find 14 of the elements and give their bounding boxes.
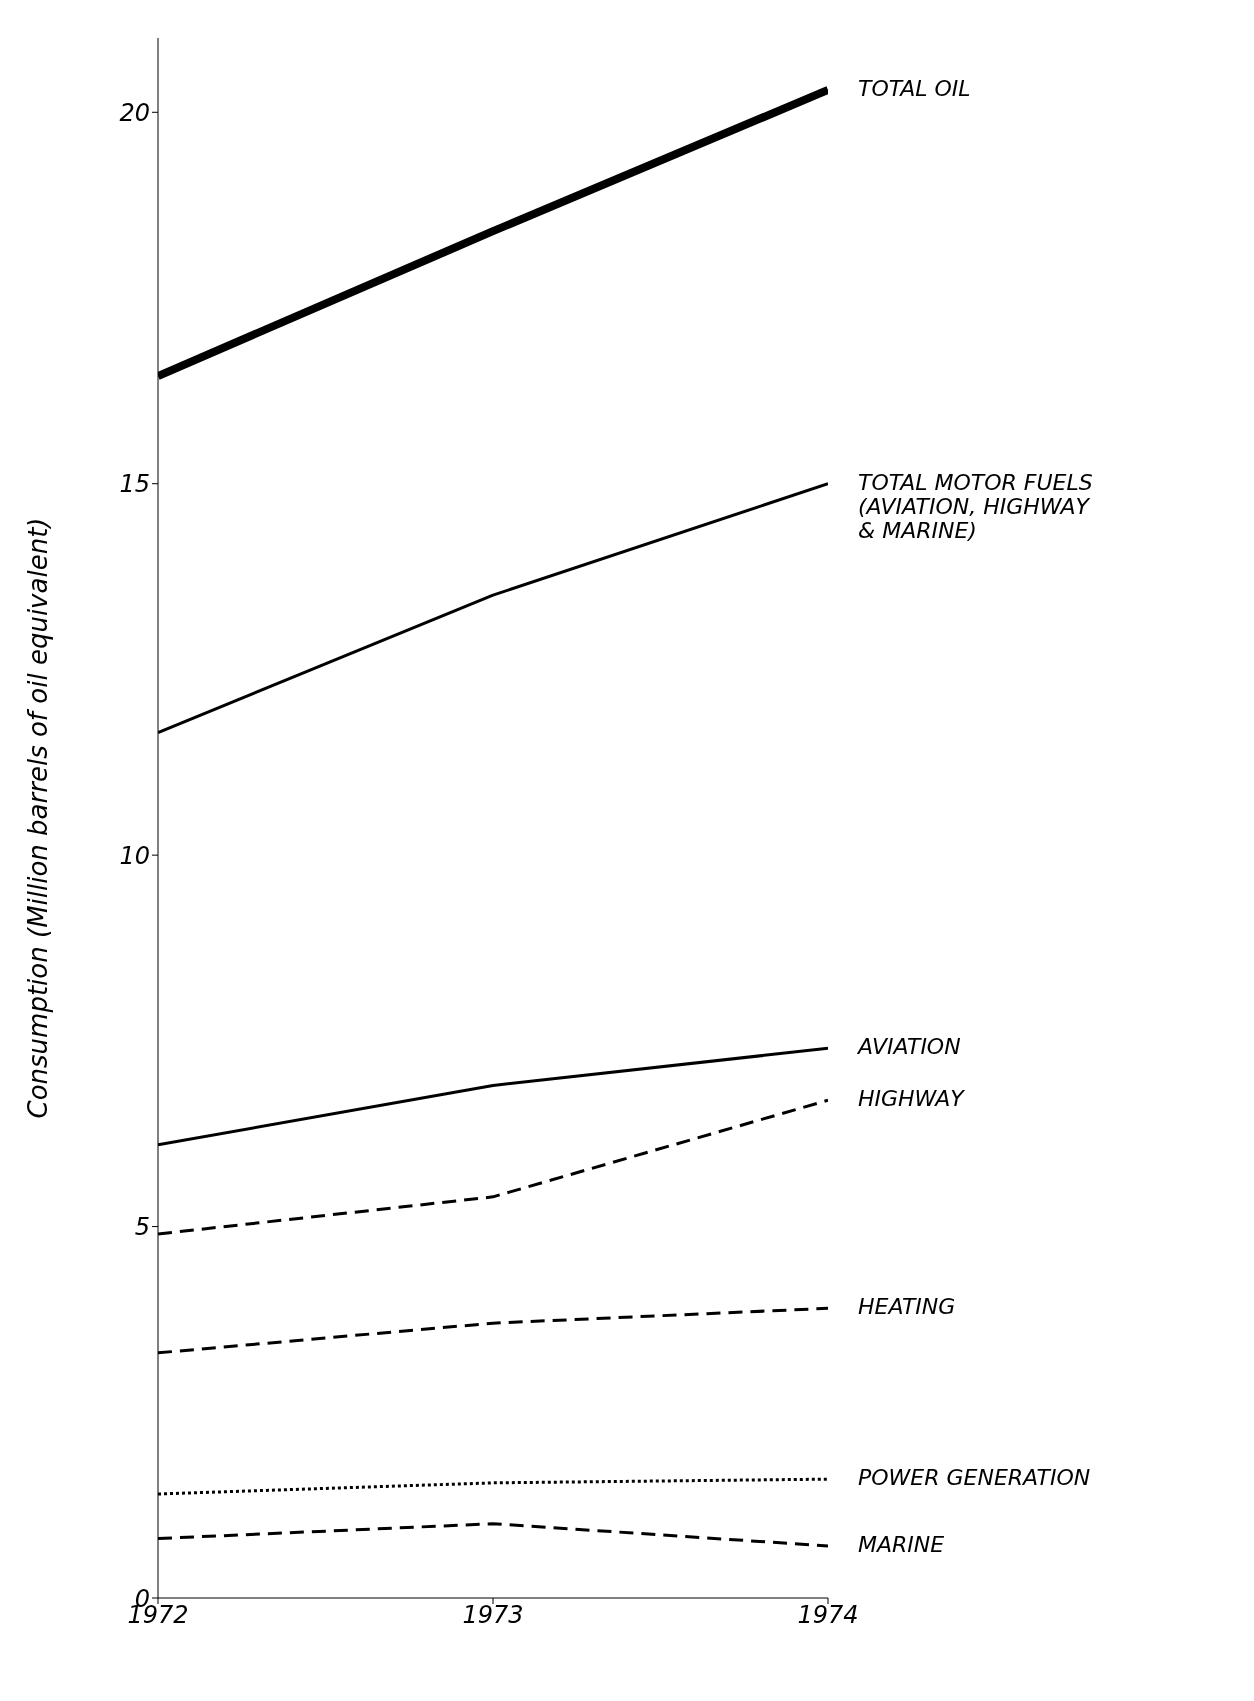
series-label: HEATING [858, 1294, 956, 1320]
x-tick-label: 1974 [797, 1601, 859, 1630]
y-tick-label: 5 [134, 1213, 150, 1242]
x-tick-label: 1973 [462, 1601, 524, 1630]
series-label: AVIATION [856, 1034, 961, 1060]
series-label: MARINE [858, 1532, 945, 1557]
series-label: HIGHWAY [858, 1086, 966, 1112]
series-label: TOTAL MOTOR FUELS (AVIATION, HIGHWAY & MARINE) [858, 469, 1093, 543]
y-tick-label: 15 [119, 470, 150, 499]
y-axis-title: Consumption (Million barrels of oil equivalent) [23, 517, 54, 1119]
series-label: TOTAL OIL [858, 76, 971, 101]
series-label: POWER GENERATION [858, 1465, 1091, 1491]
y-tick-label: 20 [119, 98, 150, 127]
y-tick-label: 10 [119, 841, 150, 870]
